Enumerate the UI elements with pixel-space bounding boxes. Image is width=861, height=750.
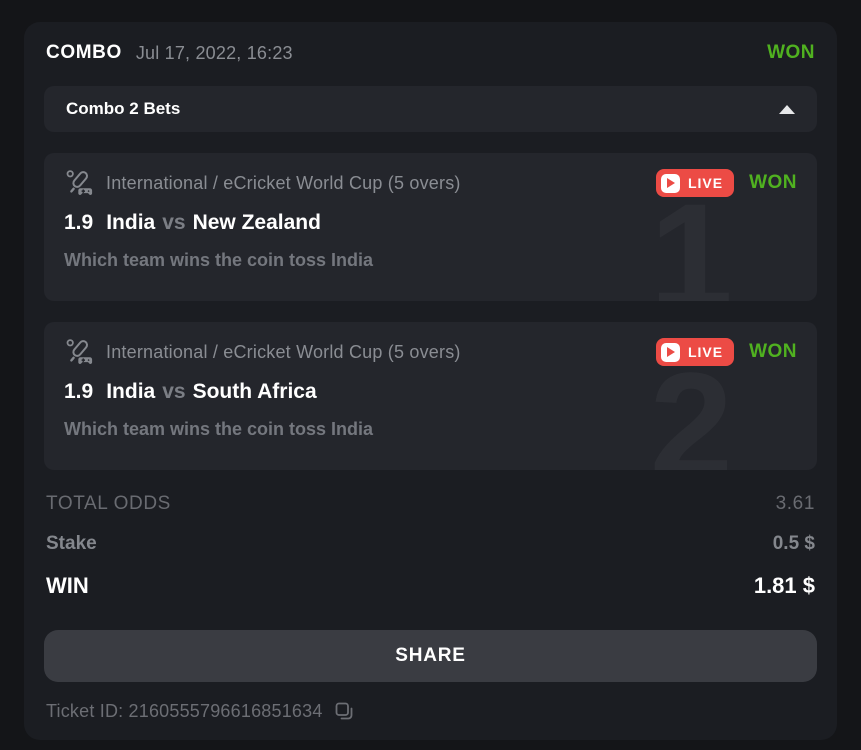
combo-collapse-bar[interactable]: Combo 2 Bets	[44, 86, 817, 132]
team-away: South Africa	[192, 380, 317, 403]
team-away: New Zealand	[192, 211, 321, 234]
bet-ticket-card: COMBO Jul 17, 2022, 16:23 WON Combo 2 Be…	[24, 22, 837, 740]
ecricket-icon	[66, 170, 93, 195]
bet-status-badge: WON	[749, 341, 797, 362]
win-label: WIN	[46, 573, 89, 598]
ticket-footer: Ticket ID: 2160555796616851634	[44, 700, 817, 722]
bet-status-badge: WON	[749, 172, 797, 193]
match-title: 1.9 India vs South Africa	[64, 380, 797, 404]
vs-separator: vs	[162, 380, 186, 403]
market-pick-label: Which team wins the coin toss India	[64, 250, 374, 270]
match-title: 1.9 India vs New Zealand	[64, 211, 797, 235]
live-label: LIVE	[687, 344, 724, 360]
bet-card-2: 2 International / eCricket World Cup (5 …	[44, 322, 817, 470]
live-badge[interactable]: LIVE	[655, 169, 735, 197]
ticket-summary: TOTAL ODDS 3.61 Stake 0.5 $ WIN 1.81 $	[44, 492, 817, 600]
combo-bets-label: Combo 2 Bets	[66, 99, 181, 118]
team-home: India	[106, 211, 156, 234]
stake-row: Stake 0.5 $	[46, 532, 815, 556]
live-label: LIVE	[687, 175, 724, 191]
total-odds-value: 3.61	[775, 493, 815, 514]
live-badge[interactable]: LIVE	[655, 338, 735, 366]
ticket-status-badge: WON	[767, 42, 815, 63]
bet-odds: 1.9	[64, 380, 94, 403]
bet-card-1: 1 International / eCricket World Cup (5 …	[44, 153, 817, 301]
bet-odds: 1.9	[64, 211, 94, 234]
bet-number-watermark: 2	[650, 350, 733, 470]
total-odds-row: TOTAL ODDS 3.61	[46, 492, 815, 516]
league-label: International / eCricket World Cup (5 ov…	[106, 341, 461, 362]
bet-type-label: COMBO	[46, 42, 122, 63]
share-button[interactable]: SHARE	[44, 630, 817, 682]
total-odds-label: TOTAL ODDS	[46, 493, 171, 514]
bet-number-watermark: 1	[650, 181, 733, 301]
ecricket-icon	[66, 339, 93, 364]
win-row: WIN 1.81 $	[46, 572, 815, 600]
ticket-header: COMBO Jul 17, 2022, 16:23 WON	[44, 22, 817, 84]
ticket-id-label: Ticket ID: 2160555796616851634	[46, 700, 323, 721]
copy-icon[interactable]	[333, 700, 355, 722]
win-value: 1.81 $	[753, 573, 815, 598]
play-icon	[660, 173, 680, 193]
team-home: India	[106, 380, 156, 403]
ticket-datetime: Jul 17, 2022, 16:23	[135, 42, 293, 63]
stake-value: 0.5 $	[772, 533, 815, 554]
league-label: International / eCricket World Cup (5 ov…	[106, 172, 461, 193]
stake-label: Stake	[46, 533, 97, 554]
vs-separator: vs	[162, 211, 186, 234]
chevron-up-icon	[779, 104, 795, 114]
market-pick-label: Which team wins the coin toss India	[64, 419, 374, 439]
play-icon	[660, 342, 680, 362]
